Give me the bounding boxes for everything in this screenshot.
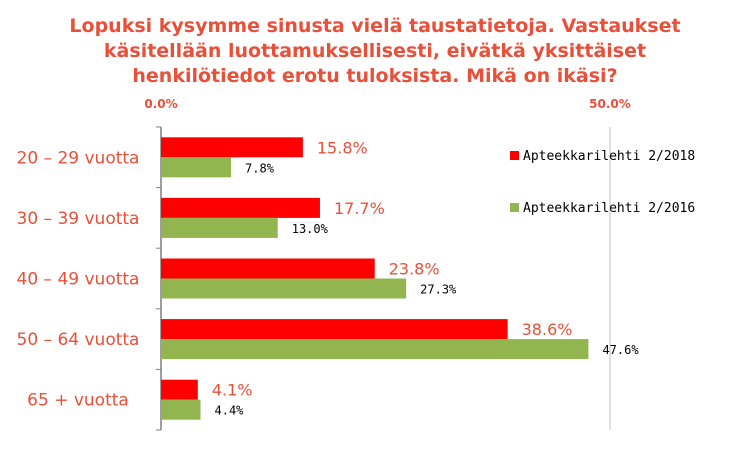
x-tick-label: 50.0% xyxy=(589,97,631,111)
bar-2016 xyxy=(161,157,232,178)
legend-swatch xyxy=(510,203,519,212)
data-label-2018: 15.8% xyxy=(317,138,368,157)
data-label-2016: 47.6% xyxy=(602,343,639,357)
data-label-2018: 38.6% xyxy=(522,320,573,339)
legend-swatch xyxy=(510,151,519,160)
bar-2016 xyxy=(161,339,589,360)
chart-title-line-2: käsitellään luottamuksellisesti, eivätkä… xyxy=(103,40,647,62)
data-label-2016: 13.0% xyxy=(292,222,329,236)
category-label: 65 + vuotta xyxy=(27,391,129,411)
legend-label: Apteekkarilehti 2/2018 xyxy=(523,149,695,164)
legend-label: Apteekkarilehti 2/2016 xyxy=(523,201,695,216)
data-label-2018: 4.1% xyxy=(212,381,253,400)
chart-title: Lopuksi kysymme sinusta vielä taustatiet… xyxy=(20,14,730,89)
category-label: 30 – 39 vuotta xyxy=(17,209,140,229)
data-label-2016: 7.8% xyxy=(245,161,275,175)
bar-2018 xyxy=(161,258,375,279)
category-label: 50 – 64 vuotta xyxy=(17,330,140,350)
category-label: 40 – 49 vuotta xyxy=(17,270,140,290)
bar-2018 xyxy=(161,197,320,218)
x-tick-label: 0.0% xyxy=(144,97,177,111)
bar-2016 xyxy=(161,399,201,420)
data-label-2018: 23.8% xyxy=(389,260,440,279)
data-label-2016: 27.3% xyxy=(420,283,457,297)
bar-2016 xyxy=(161,278,407,299)
chart-title-line-1: Lopuksi kysymme sinusta vielä taustatiet… xyxy=(69,15,681,37)
bar-2018 xyxy=(161,379,198,400)
data-label-2018: 17.7% xyxy=(334,199,385,218)
bar-2016 xyxy=(161,217,278,238)
chart-title-line-3: henkilötiedot erotu tuloksista. Mikä on … xyxy=(132,65,618,87)
bar-2018 xyxy=(161,137,303,158)
category-label: 20 – 29 vuotta xyxy=(17,148,140,168)
bar-2018 xyxy=(161,319,508,340)
data-label-2016: 4.4% xyxy=(215,404,245,418)
